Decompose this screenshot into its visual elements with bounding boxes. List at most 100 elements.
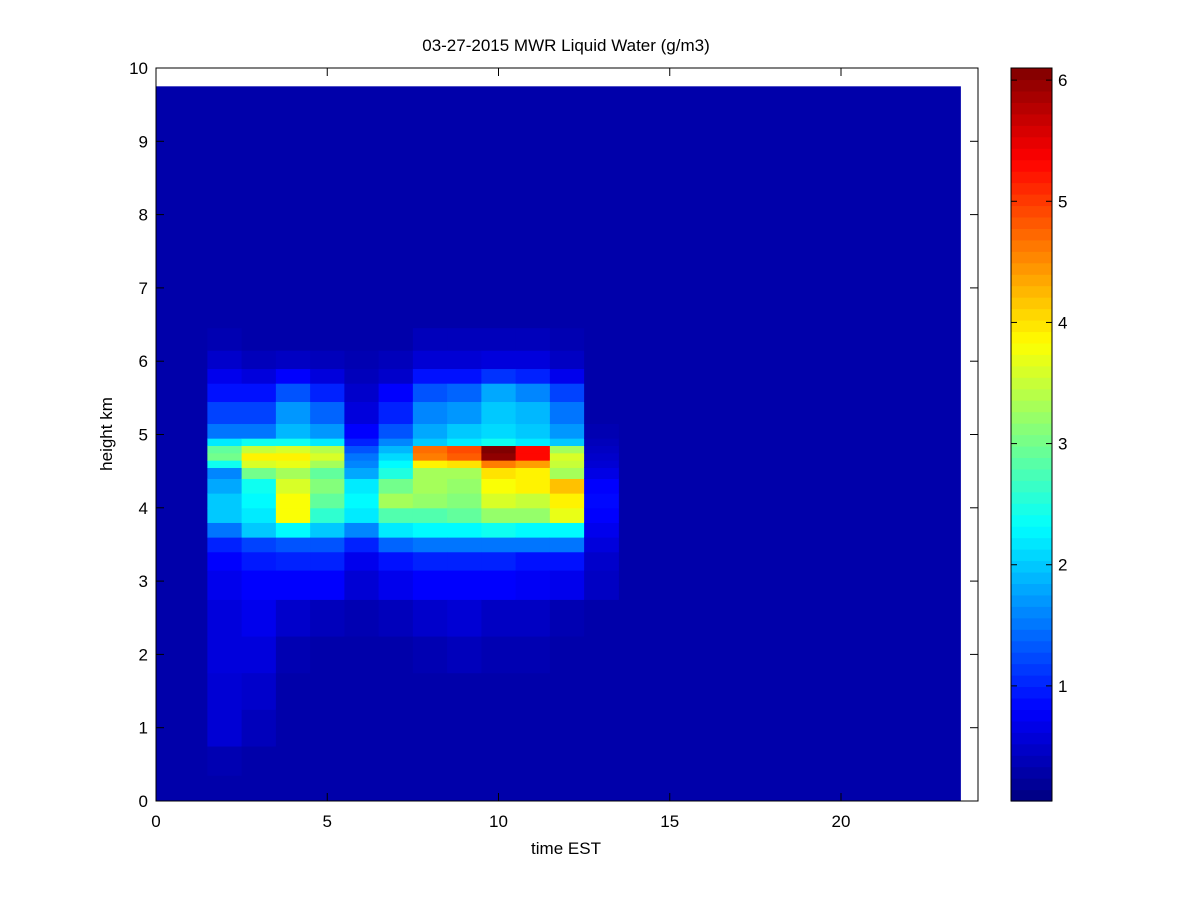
colorbar-step	[1011, 319, 1052, 333]
heatmap-cell	[549, 709, 585, 747]
heatmap-cell	[481, 452, 517, 461]
heatmap-cell	[584, 350, 619, 370]
heatmap-cell	[549, 328, 585, 351]
heatmap-cell	[310, 522, 345, 538]
heatmap-cell	[275, 467, 311, 479]
heatmap-cell	[549, 478, 585, 494]
heatmap-cell	[549, 350, 585, 370]
heatmap-cell	[515, 328, 551, 351]
heatmap-cell	[481, 537, 517, 553]
heatmap-cell	[344, 493, 380, 509]
heatmap-cell	[207, 460, 243, 468]
heatmap-cell	[344, 452, 380, 461]
heatmap-cell	[378, 328, 414, 351]
heatmap-cell	[584, 522, 619, 538]
heatmap-cell	[310, 672, 345, 710]
heatmap-cell	[447, 328, 482, 351]
y-tick-label: 5	[139, 426, 148, 445]
heatmap-cell	[310, 709, 345, 747]
heatmap-cell	[481, 460, 517, 468]
colorbar-step	[1011, 560, 1052, 573]
heatmap-cell	[378, 636, 414, 674]
heatmap-cell	[310, 445, 345, 454]
heatmap-cell	[515, 537, 551, 553]
heatmap-cell	[275, 452, 311, 461]
colorbar-step	[1011, 423, 1052, 436]
heatmap-cell	[378, 460, 414, 468]
heatmap-cell	[275, 599, 311, 637]
heatmap-cell	[241, 599, 277, 637]
heatmap-cell	[241, 328, 277, 351]
heatmap-cell	[447, 445, 482, 454]
heatmap-cell	[344, 460, 380, 468]
heatmap-cell	[412, 328, 448, 351]
heatmap-cell	[412, 709, 448, 747]
colorbar-step	[1011, 297, 1052, 310]
heatmap-cell	[378, 423, 414, 439]
heatmap-cell	[275, 438, 311, 446]
heatmap-cell	[447, 551, 482, 571]
heatmap-cell	[549, 467, 585, 479]
colorbar-step	[1011, 743, 1052, 756]
heatmap-cell	[378, 522, 414, 538]
heatmap-cell	[549, 452, 585, 461]
colorbar-step	[1011, 629, 1052, 642]
heatmap-cell	[549, 599, 585, 637]
heatmap-cell	[344, 467, 380, 479]
heatmap-cell	[207, 746, 243, 776]
colorbar-step	[1011, 136, 1052, 149]
heatmap-cell	[310, 507, 345, 523]
heatmap-cell	[310, 452, 345, 461]
colorbar-step	[1011, 480, 1052, 493]
heatmap-cell	[412, 423, 448, 439]
colorbar-tick-label: 2	[1058, 556, 1067, 575]
heatmap-cell	[275, 368, 311, 384]
y-tick-label: 8	[139, 206, 148, 225]
heatmap-cell	[275, 570, 311, 600]
heatmap-cell	[310, 401, 345, 425]
colorbar-step	[1011, 148, 1052, 161]
heatmap-cell	[447, 746, 482, 776]
colorbar-step	[1011, 377, 1052, 390]
heatmap-cell	[207, 452, 243, 461]
heatmap-cell	[344, 599, 380, 637]
heatmap-cell	[207, 709, 243, 747]
heatmap-cell	[310, 368, 345, 384]
colorbar-step	[1011, 251, 1052, 264]
colorbar-step	[1011, 732, 1052, 745]
heatmap-cell	[310, 460, 345, 468]
heatmap-cell	[515, 445, 551, 454]
colorbar-step	[1011, 434, 1052, 447]
heatmap-cell	[378, 746, 414, 776]
heatmap-cell	[549, 423, 585, 439]
heatmap-cell	[481, 478, 517, 494]
heatmap-cell	[378, 551, 414, 571]
heatmap-cell	[275, 636, 311, 674]
colorbar-step	[1011, 331, 1052, 344]
colorbar-step	[1011, 354, 1052, 367]
heatmap-cell	[481, 423, 517, 439]
heatmap-cell	[378, 401, 414, 425]
heatmap-cell	[412, 672, 448, 710]
heatmap-cell	[378, 599, 414, 637]
colorbar-step	[1011, 583, 1052, 596]
heatmap-cell	[241, 478, 277, 494]
heatmap-cell	[207, 368, 243, 384]
colorbar-step	[1011, 640, 1052, 653]
heatmap-cell	[378, 709, 414, 747]
heatmap-cell	[481, 350, 517, 370]
heatmap-cell	[447, 522, 482, 538]
x-tick-label: 0	[151, 812, 160, 831]
heatmap-cell	[515, 460, 551, 468]
heatmap-cell	[207, 423, 243, 439]
heatmap-cell	[549, 445, 585, 454]
heatmap-cell	[378, 537, 414, 553]
colorbar-tick-label: 6	[1058, 71, 1067, 90]
heatmap-cell	[275, 709, 311, 747]
heatmap-cell	[207, 478, 243, 494]
heatmap-cell	[584, 636, 619, 674]
heatmap-cell	[481, 746, 517, 776]
heatmap-cell	[584, 467, 619, 479]
heatmap-cell	[515, 709, 551, 747]
heatmap-cell	[481, 467, 517, 479]
